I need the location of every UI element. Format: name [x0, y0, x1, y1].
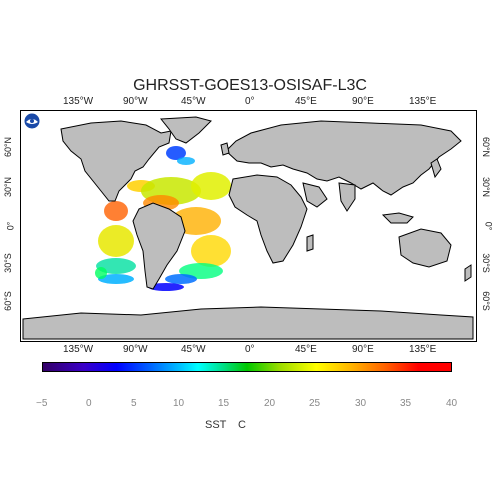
- colorbar-tick-label: 0: [86, 398, 92, 409]
- land-uk: [220, 142, 230, 156]
- lat-tick-left: 60°N: [3, 136, 14, 158]
- land-eurasia: [225, 120, 462, 196]
- land-greenland: [160, 116, 212, 144]
- lon-tick-top: 45°E: [295, 96, 317, 107]
- colorbar-unit-label: C: [238, 419, 246, 431]
- land-madagascar: [306, 234, 314, 252]
- lon-tick-top: 90°E: [352, 96, 374, 107]
- lat-tick-left: 0°: [5, 221, 16, 231]
- lon-tick-bottom: 45°E: [295, 344, 317, 355]
- colorbar-variable-label: SST: [205, 419, 227, 431]
- lon-tick-top: 45°W: [181, 96, 206, 107]
- colorbar-tick-label: 30: [355, 398, 367, 409]
- lat-tick-right: 60°N: [481, 136, 492, 158]
- lat-tick-right: 60°S: [480, 291, 491, 311]
- lon-tick-top: 90°W: [123, 96, 148, 107]
- lon-tick-top: 135°W: [63, 96, 94, 107]
- land-new-zealand: [464, 264, 472, 282]
- map-panel: [20, 110, 477, 342]
- land-indonesia: [381, 212, 414, 224]
- colorbar-tick-label: 15: [218, 398, 230, 409]
- land-india: [338, 182, 356, 212]
- lat-tick-right: 0°: [483, 221, 494, 231]
- colorbar-tick-label: 5: [131, 398, 137, 409]
- map-title: GHRSST-GOES13-OSISAF-L3C: [133, 77, 367, 94]
- colorbar-tick-label: −5: [36, 398, 48, 409]
- world-map: [22, 116, 474, 340]
- colorbar-tick-label: 10: [173, 398, 185, 409]
- land-australia: [398, 228, 452, 268]
- colorbar-tick-label: 25: [309, 398, 321, 409]
- land-africa: [228, 174, 308, 264]
- lon-tick-bottom: 135°W: [63, 344, 94, 355]
- land-masses: [22, 116, 474, 340]
- lon-tick-bottom: 90°E: [352, 344, 374, 355]
- lat-tick-left: 30°N: [3, 176, 14, 198]
- land-antarctica: [22, 306, 474, 340]
- lon-tick-bottom: 135°E: [409, 344, 437, 355]
- land-japan: [430, 158, 442, 179]
- land-north-america: [60, 120, 172, 202]
- noaa-logo-icon: [23, 112, 41, 130]
- land-south-america: [132, 202, 186, 290]
- sst-colorbar: [42, 362, 452, 372]
- lon-tick-bottom: 0°: [245, 344, 255, 355]
- land-arabia: [302, 182, 328, 208]
- lat-tick-right: 30°N: [481, 176, 492, 198]
- lon-tick-bottom: 90°W: [123, 344, 148, 355]
- lat-tick-left: 30°S: [2, 253, 13, 273]
- colorbar-tick-label: 35: [400, 398, 412, 409]
- lon-tick-top: 135°E: [409, 96, 437, 107]
- lon-tick-top: 0°: [245, 96, 255, 107]
- colorbar-tick-label: 40: [446, 398, 458, 409]
- lon-tick-bottom: 45°W: [181, 344, 206, 355]
- lat-tick-right: 30°S: [480, 253, 491, 273]
- colorbar-tick-label: 20: [264, 398, 276, 409]
- lat-tick-left: 60°S: [2, 291, 13, 311]
